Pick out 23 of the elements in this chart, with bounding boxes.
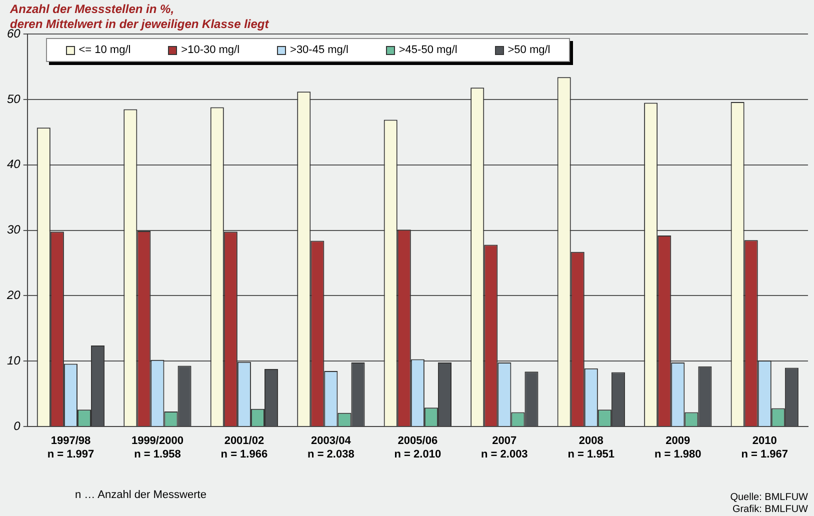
x-tick-label: 2001/02 n = 1.966 (220, 435, 268, 460)
x-tick-label: 2003/04 n = 2.038 (308, 435, 354, 460)
y-tick-label: 0 (14, 418, 21, 433)
y-tick-label: 40 (6, 157, 21, 172)
source-note: Quelle: BMLFUW (730, 492, 808, 503)
legend-label: >30-45 mg/l (289, 44, 348, 56)
legend-label: >10-30 mg/l (180, 44, 240, 56)
x-tick-label: 2005/06 n = 2.010 (394, 435, 442, 460)
x-tick-label: 1997/98 n = 1.997 (47, 435, 94, 460)
y-tick-label: 10 (6, 354, 21, 368)
x-tick-label: 2009 n = 1.980 (654, 435, 702, 460)
x-tick-label: 2010 n = 1.967 (741, 435, 788, 460)
legend-label: <= 10 mg/l (78, 44, 131, 56)
y-tick-label: 50 (6, 92, 21, 106)
legend-label: >45-50 mg/l (398, 44, 458, 56)
x-tick-label: 2007 n = 2.003 (481, 435, 528, 460)
y-tick-label: 30 (6, 222, 21, 237)
y-tick-label: 20 (6, 288, 21, 302)
x-tick-label: 2008 n = 1.951 (568, 435, 615, 460)
text: n … Anzahl der Messwerte (75, 489, 206, 501)
x-tick-label: 1999/2000 n = 1.958 (131, 435, 184, 460)
text: Grafik: BMLFUW (732, 504, 808, 515)
legend-label: >50 mg/l (506, 44, 550, 56)
